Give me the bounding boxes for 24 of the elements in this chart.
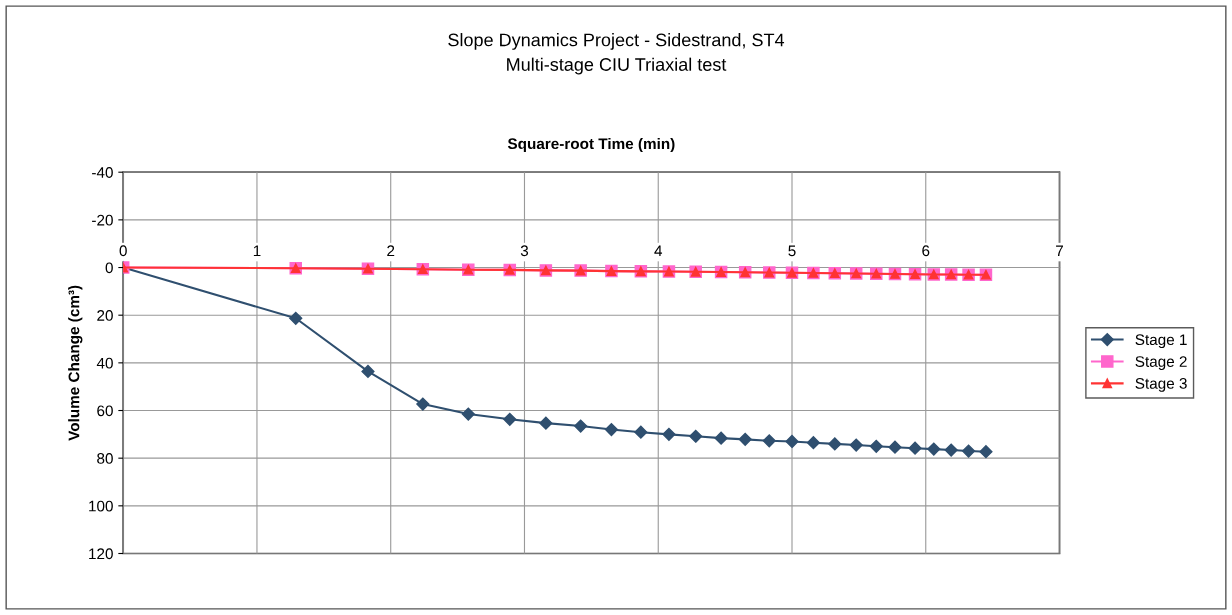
y-tick-label: 80: [97, 453, 113, 464]
y-tick-label: 0: [105, 262, 113, 274]
legend-label: Stage 3: [1135, 378, 1187, 392]
y-tick-label: -40: [92, 167, 113, 178]
y-tick-label: 120: [89, 548, 113, 560]
x-tick-label: 2: [387, 245, 395, 257]
y-tick-label: 20: [97, 310, 113, 321]
legend-label: Stage 1: [1135, 334, 1187, 349]
x-tick-label: 3: [520, 245, 529, 257]
chart-title: Slope Dynamics Project - Sidestrand, ST4: [448, 33, 785, 50]
x-tick-label: 1: [253, 245, 261, 257]
x-axis-title: Square-root Time (min): [507, 137, 675, 153]
y-axis-title: Volume Change (cm³): [68, 285, 83, 441]
y-tick-label: 100: [89, 500, 113, 512]
x-tick-label: 4: [654, 245, 663, 257]
x-tick-label: 6: [922, 245, 930, 257]
x-tick-label: 5: [788, 245, 796, 257]
chart-subtitle: Multi-stage CIU Triaxial test: [507, 57, 727, 75]
y-tick-label: 60: [97, 405, 113, 417]
y-tick-label: -20: [92, 214, 113, 226]
legend-label: Stage 2: [1135, 356, 1187, 370]
x-tick-label: 7: [1056, 245, 1063, 257]
x-tick-label: 0: [119, 245, 127, 257]
y-tick-label: 40: [96, 357, 113, 369]
